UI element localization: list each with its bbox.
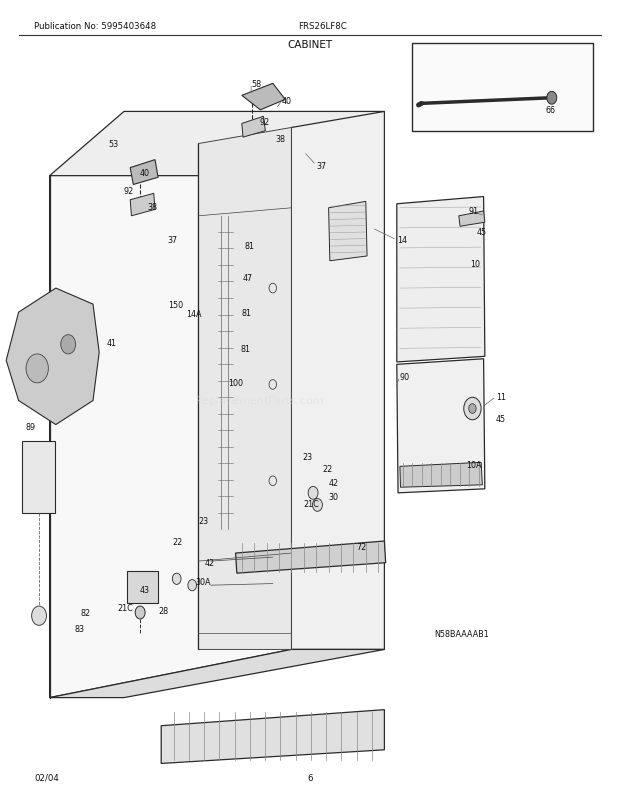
Text: 37: 37 — [167, 236, 177, 245]
Polygon shape — [397, 359, 485, 493]
Text: 45: 45 — [496, 414, 506, 423]
Text: 38: 38 — [276, 135, 286, 144]
Polygon shape — [130, 160, 158, 185]
Circle shape — [464, 398, 481, 420]
Text: 42: 42 — [329, 478, 339, 488]
Text: N58BAAAAB1: N58BAAAAB1 — [434, 629, 489, 638]
Text: 43: 43 — [140, 585, 149, 594]
Circle shape — [308, 487, 318, 500]
Text: 10A: 10A — [466, 460, 482, 470]
Polygon shape — [198, 128, 291, 650]
Polygon shape — [459, 212, 485, 227]
Polygon shape — [50, 112, 384, 176]
Text: 81: 81 — [241, 344, 250, 354]
Circle shape — [547, 92, 557, 105]
Text: Publication No: 5995403648: Publication No: 5995403648 — [34, 22, 156, 31]
Polygon shape — [329, 202, 367, 261]
Text: 30: 30 — [329, 492, 339, 502]
Text: 30A: 30A — [196, 577, 211, 586]
Text: 90: 90 — [400, 372, 410, 382]
Polygon shape — [50, 650, 384, 698]
Text: 40: 40 — [140, 168, 149, 178]
Polygon shape — [291, 112, 384, 650]
Text: 02/04: 02/04 — [34, 773, 59, 782]
Circle shape — [135, 606, 145, 619]
Circle shape — [312, 499, 322, 512]
Circle shape — [172, 573, 181, 585]
Circle shape — [32, 606, 46, 626]
Text: 81: 81 — [245, 241, 255, 251]
Polygon shape — [236, 541, 386, 573]
Circle shape — [469, 404, 476, 414]
Text: 89: 89 — [26, 422, 36, 431]
Polygon shape — [161, 710, 384, 764]
Polygon shape — [400, 463, 482, 488]
Text: 83: 83 — [74, 624, 84, 634]
Text: 100: 100 — [228, 378, 243, 387]
Text: 47: 47 — [243, 273, 253, 283]
Text: 6: 6 — [308, 773, 312, 782]
Text: 22: 22 — [172, 537, 183, 546]
Text: 41: 41 — [107, 338, 117, 348]
FancyBboxPatch shape — [22, 441, 55, 513]
Circle shape — [188, 580, 197, 591]
Circle shape — [61, 335, 76, 354]
Text: 150: 150 — [169, 300, 184, 310]
Text: 81: 81 — [242, 308, 252, 318]
Text: 72: 72 — [356, 542, 367, 552]
Polygon shape — [50, 128, 291, 698]
Text: 14A: 14A — [186, 310, 202, 319]
Polygon shape — [242, 84, 285, 111]
Text: 28: 28 — [158, 606, 168, 616]
Text: 23: 23 — [198, 516, 208, 526]
Text: 92: 92 — [259, 117, 270, 127]
Text: 21C: 21C — [304, 499, 319, 508]
Text: 40: 40 — [282, 96, 292, 106]
Text: 91: 91 — [468, 206, 478, 216]
Text: 53: 53 — [108, 140, 118, 149]
Text: FRS26LF8C: FRS26LF8C — [298, 22, 347, 31]
Text: 92: 92 — [124, 186, 135, 196]
Text: 66: 66 — [546, 106, 556, 115]
Text: 10: 10 — [470, 260, 480, 269]
Text: 38: 38 — [148, 202, 157, 212]
Text: 82: 82 — [81, 608, 91, 618]
Text: 58: 58 — [251, 79, 261, 89]
Text: 37: 37 — [316, 161, 326, 171]
FancyBboxPatch shape — [412, 44, 593, 132]
Text: 45: 45 — [476, 228, 486, 237]
FancyBboxPatch shape — [127, 571, 158, 603]
Text: ReplacementParts.com: ReplacementParts.com — [196, 396, 325, 406]
Polygon shape — [130, 194, 155, 217]
Polygon shape — [6, 289, 99, 425]
Text: 21C: 21C — [118, 603, 133, 613]
Text: CABINET: CABINET — [288, 40, 332, 50]
Text: 23: 23 — [303, 452, 312, 462]
Polygon shape — [242, 117, 265, 138]
Text: 22: 22 — [322, 464, 333, 474]
Text: 11: 11 — [496, 392, 506, 402]
Text: 14: 14 — [397, 236, 407, 245]
Polygon shape — [397, 197, 485, 363]
Text: 42: 42 — [205, 558, 215, 568]
Circle shape — [26, 354, 48, 383]
